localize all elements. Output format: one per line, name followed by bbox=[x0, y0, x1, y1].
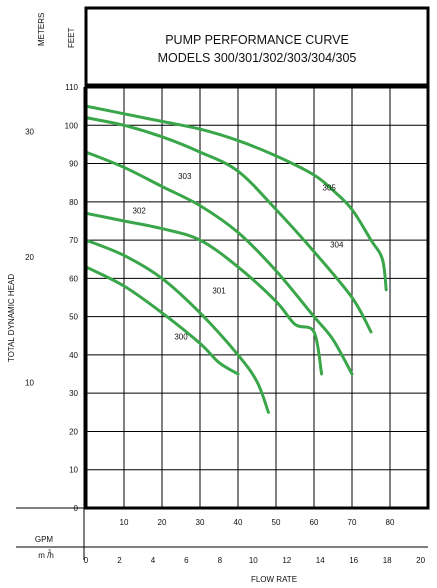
y-tick-label-meters: 30 bbox=[25, 127, 34, 136]
tick-labels: 0 10 20 30 40 50 60 70 80 90 100 110 10 20 30 10 20 30 40 5… bbox=[25, 83, 426, 565]
grid bbox=[86, 87, 428, 508]
x-tick-label-m3h: 8 bbox=[218, 556, 223, 565]
y-axis-title: TOTAL DYNAMIC HEAD bbox=[7, 274, 16, 363]
x-tick-label-m3h: 0 bbox=[84, 556, 89, 565]
series-line-300 bbox=[84, 265, 240, 376]
x-unit-m3h: m /h bbox=[38, 551, 54, 560]
x-axis-title: FLOW RATE bbox=[251, 575, 297, 584]
x-unit-gpm: GPM bbox=[35, 535, 54, 544]
chart-title: PUMP PERFORMANCE CURVE bbox=[165, 33, 349, 47]
y-tick-label: 20 bbox=[69, 427, 78, 436]
series-curves bbox=[84, 104, 388, 414]
y-tick-label: 70 bbox=[69, 236, 78, 245]
x-tick-label-m3h: 6 bbox=[184, 556, 189, 565]
series-label-302: 302 bbox=[133, 206, 147, 215]
series-labels: 300 301 302 303 304 305 bbox=[133, 172, 344, 342]
title-box bbox=[84, 6, 430, 87]
chart-subtitle: MODELS 300/301/302/303/304/305 bbox=[158, 51, 357, 65]
x-tick-label: 10 bbox=[120, 518, 129, 527]
x-tick-label-m3h: 14 bbox=[316, 556, 325, 565]
series-label-304: 304 bbox=[330, 241, 344, 250]
series-line-305 bbox=[84, 104, 388, 292]
x-unit-m3h-superscript: 3 bbox=[48, 549, 51, 555]
x-tick-label: 80 bbox=[386, 518, 395, 527]
series-line-304 bbox=[84, 116, 373, 334]
x-tick-label: 70 bbox=[348, 518, 357, 527]
y-tick-label: 40 bbox=[69, 351, 78, 360]
series-label-300: 300 bbox=[174, 333, 188, 342]
y-unit-feet: FEET bbox=[67, 27, 76, 48]
series-label-303: 303 bbox=[178, 172, 192, 181]
x-tick-label-m3h: 20 bbox=[416, 556, 425, 565]
y-tick-label: 50 bbox=[69, 313, 78, 322]
y-unit-meters: METERS bbox=[37, 13, 46, 46]
x-tick-label-m3h: 2 bbox=[117, 556, 122, 565]
series-label-301: 301 bbox=[212, 287, 226, 296]
y-tick-label: 60 bbox=[69, 274, 78, 283]
y-tick-label-meters: 10 bbox=[25, 378, 34, 387]
x-unit-m3h-text: m /h bbox=[38, 551, 54, 560]
x-tick-label: 30 bbox=[196, 518, 205, 527]
y-tick-label: 100 bbox=[65, 121, 79, 130]
x-tick-label: 20 bbox=[158, 518, 167, 527]
series-line-301 bbox=[84, 238, 270, 414]
x-tick-label-m3h: 4 bbox=[151, 556, 156, 565]
series-line-302 bbox=[84, 211, 324, 376]
x-tick-label-m3h: 16 bbox=[349, 556, 358, 565]
x-tick-label-m3h: 12 bbox=[282, 556, 291, 565]
y-tick-label: 10 bbox=[69, 466, 78, 475]
y-tick-label-meters: 20 bbox=[25, 253, 34, 262]
x-tick-label: 40 bbox=[234, 518, 243, 527]
series-line-303 bbox=[84, 150, 354, 376]
plot-frame bbox=[84, 85, 430, 510]
series-label-305: 305 bbox=[323, 183, 337, 192]
y-tick-label: 110 bbox=[65, 83, 78, 92]
x-tick-label-m3h: 10 bbox=[249, 556, 258, 565]
x-tick-label-m3h: 18 bbox=[383, 556, 392, 565]
y-tick-label: 30 bbox=[69, 389, 78, 398]
y-tick-label: 80 bbox=[69, 198, 78, 207]
x-tick-label: 60 bbox=[310, 518, 319, 527]
y-tick-label: 90 bbox=[69, 160, 78, 169]
x-tick-label: 50 bbox=[272, 518, 281, 527]
